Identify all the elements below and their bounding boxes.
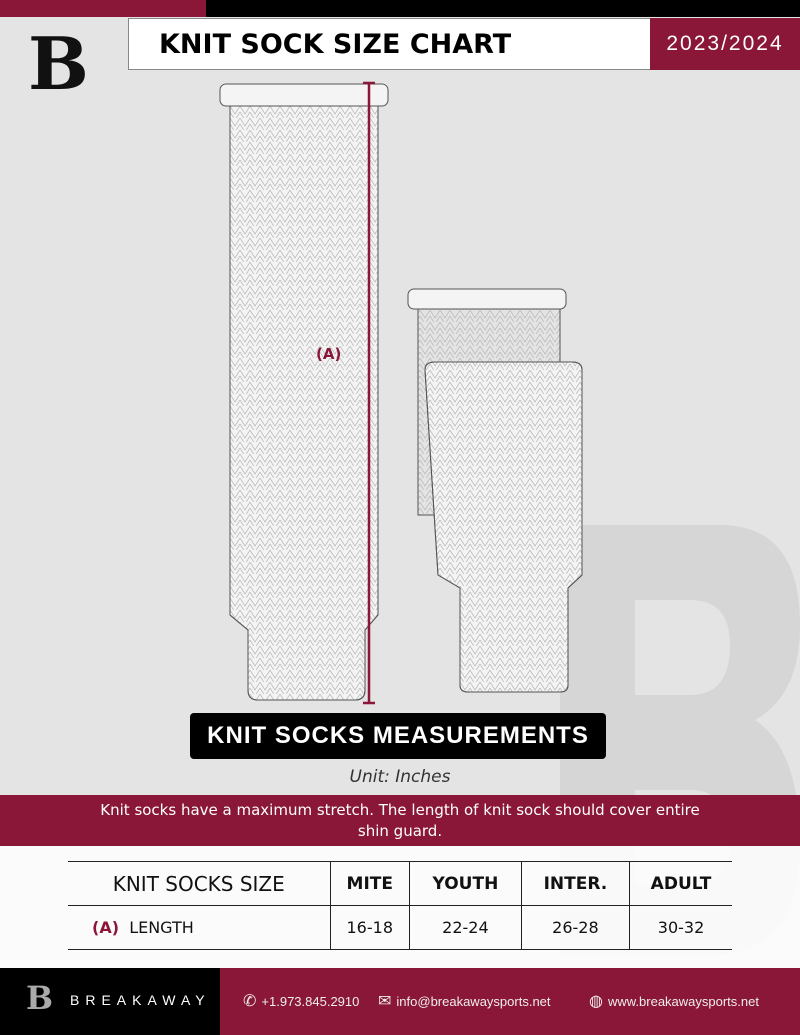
measure-label: (A) xyxy=(316,345,341,363)
size-table: KNIT SOCKS SIZE MITE YOUTH INTER. ADULT … xyxy=(68,861,732,950)
email-contact: ✉ info@breakawaysports.net xyxy=(378,991,551,1011)
website-contact: ◍ www.breakawaysports.net xyxy=(589,991,759,1011)
table-row: (A) LENGTH 16-18 22-24 26-28 30-32 xyxy=(68,905,732,950)
phone-icon: ✆ xyxy=(243,993,257,1010)
cell-mite: 16-18 xyxy=(329,905,410,950)
phone-text[interactable]: +1.973.845.2910 xyxy=(261,993,360,1009)
cell-adult: 30-32 xyxy=(629,905,732,950)
mite-sock xyxy=(424,361,583,693)
page-title: KNIT SOCK SIZE CHART xyxy=(159,29,512,60)
unit-label: Unit: Inches xyxy=(349,767,451,787)
cell-inter: 26-28 xyxy=(520,905,630,950)
globe-icon: ◍ xyxy=(589,993,603,1010)
email-text[interactable]: info@breakawaysports.net xyxy=(396,993,551,1009)
season-badge: 2023/2024 xyxy=(650,18,800,70)
header-size: KNIT SOCKS SIZE xyxy=(68,861,330,906)
stretch-note: Knit socks have a maximum stretch. The l… xyxy=(0,795,800,846)
footer-logo: B xyxy=(26,979,54,1017)
phone-contact: ✆ +1.973.845.2910 xyxy=(243,991,359,1011)
footer-contact-area xyxy=(220,968,800,1035)
header-adult: ADULT xyxy=(629,861,732,906)
header-youth: YOUTH xyxy=(409,861,522,906)
footer-brand: BREAKAWAY xyxy=(70,992,211,1008)
website-text[interactable]: www.breakawaysports.net xyxy=(607,993,759,1009)
brand-logo: B xyxy=(28,21,89,106)
table-header-row: KNIT SOCKS SIZE MITE YOUTH INTER. ADULT xyxy=(68,861,732,906)
header-mite: MITE xyxy=(329,861,410,906)
measure-line xyxy=(363,81,375,705)
mail-icon: ✉ xyxy=(378,993,392,1010)
top-bar xyxy=(206,0,800,17)
top-bar-accent xyxy=(0,0,206,17)
measure-marker: (A) xyxy=(92,918,120,937)
cell-youth: 22-24 xyxy=(409,905,522,950)
row-label: (A) LENGTH xyxy=(68,905,330,950)
header-inter: INTER. xyxy=(520,861,630,906)
adult-sock xyxy=(219,83,389,701)
row-label-text: LENGTH xyxy=(129,918,194,937)
title-box: KNIT SOCK SIZE CHART xyxy=(128,18,650,70)
sock-diagram: (A) xyxy=(219,81,583,705)
footer-brand-area xyxy=(0,968,220,1035)
measurements-heading: KNIT SOCKS MEASUREMENTS xyxy=(190,713,606,759)
